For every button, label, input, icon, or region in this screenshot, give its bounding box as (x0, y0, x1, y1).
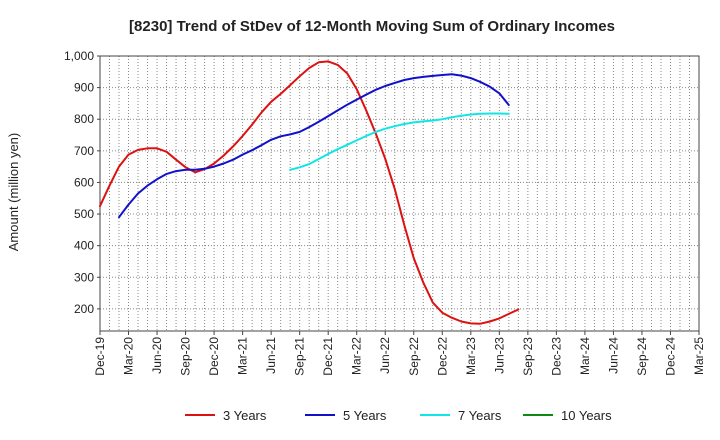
chart-title: [8230] Trend of StDev of 12-Month Moving… (129, 18, 615, 35)
y-tick-label: 1,000 (64, 49, 94, 63)
plot-frame (99, 55, 700, 332)
x-tick-label: Mar-21 (236, 337, 250, 375)
x-tick-label: Jun-20 (150, 337, 164, 374)
legend-label: 5 Years (343, 408, 387, 423)
legend-label: 7 Years (458, 408, 502, 423)
x-tick-label: Sep-21 (293, 337, 307, 376)
x-tick-label: Mar-20 (122, 337, 136, 375)
y-axis-label: Amount (million yen) (6, 133, 21, 252)
x-tick-label: Jun-21 (264, 337, 278, 374)
y-tick-label: 700 (74, 144, 94, 158)
legend-label: 3 Years (223, 408, 267, 423)
grid (100, 55, 699, 331)
legend: 3 Years 5 Years 7 Years 10 Years (185, 408, 612, 423)
legend-label: 10 Years (561, 408, 612, 423)
series-layer (99, 60, 520, 325)
x-tick-label: Sep-24 (635, 337, 649, 376)
series-line-5-years (118, 73, 510, 219)
series-line-7-years (289, 112, 510, 171)
y-tick-label: 600 (74, 175, 94, 189)
x-tick-label: Mar-24 (578, 337, 592, 375)
x-tick-label: Dec-19 (93, 337, 107, 376)
x-tick-label: Sep-23 (521, 337, 535, 376)
y-tick-label: 500 (74, 207, 94, 221)
x-tick-label: Dec-21 (321, 337, 335, 376)
y-axis: 200 300 400 500 600 700 800 900 1,000 (64, 49, 100, 316)
y-tick-label: 900 (74, 81, 94, 95)
x-tick-label: Dec-22 (435, 337, 449, 376)
x-axis: Dec-19 Mar-20 Jun-20 Sep-20 Dec-20 Mar-21 Jun-… (93, 331, 706, 376)
x-tick-label: Mar-25 (692, 337, 706, 375)
x-tick-label: Jun-23 (492, 337, 506, 374)
y-tick-label: 400 (74, 239, 94, 253)
x-tick-label: Jun-22 (378, 337, 392, 374)
x-tick-label: Dec-24 (663, 337, 677, 376)
plot-area (100, 56, 699, 331)
x-tick-label: Mar-23 (464, 337, 478, 375)
y-tick-label: 300 (74, 270, 94, 284)
y-tick-label: 800 (74, 112, 94, 126)
x-tick-label: Dec-20 (207, 337, 221, 376)
series-line-3-years (99, 60, 520, 325)
x-tick-label: Mar-22 (350, 337, 364, 375)
x-tick-label: Jun-24 (606, 337, 620, 374)
x-tick-label: Sep-22 (407, 337, 421, 376)
y-tick-label: 200 (74, 302, 94, 316)
x-tick-label: Dec-23 (549, 337, 563, 376)
x-tick-label: Sep-20 (179, 337, 193, 376)
